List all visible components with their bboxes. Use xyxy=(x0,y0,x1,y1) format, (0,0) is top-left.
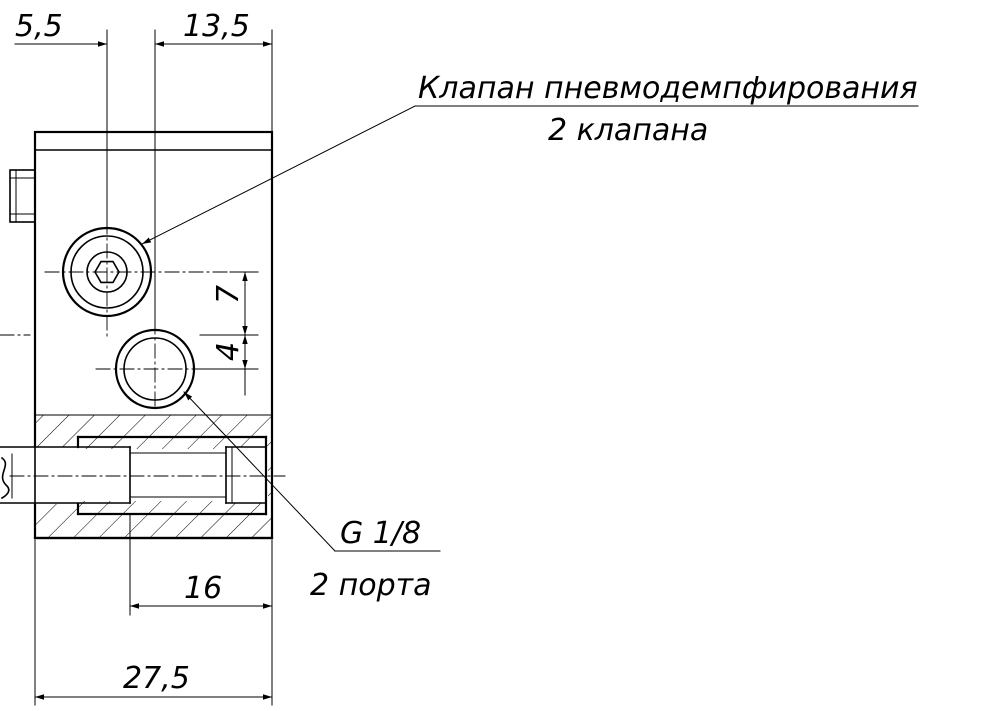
dimension-vertical-upper: 7 xyxy=(211,285,246,304)
dimension-top-left: 5,5 xyxy=(15,9,63,44)
port-callout-title: G 1/8 xyxy=(340,516,421,551)
dimension-top-right: 13,5 xyxy=(183,9,250,44)
leader-lines xyxy=(141,105,919,552)
dimension-lines xyxy=(14,41,273,700)
left-fitting xyxy=(9,169,36,223)
valve-callout-title: Клапан пневмодемпфирования xyxy=(418,71,918,106)
port-callout-subtitle: 2 порта xyxy=(310,568,432,603)
section-hatching xyxy=(0,415,272,538)
valve-callout-subtitle: 2 клапана xyxy=(548,113,708,148)
section-outline xyxy=(0,414,274,540)
dimension-vertical-lower: 4 xyxy=(211,342,246,361)
dimension-bottom-overall: 27,5 xyxy=(123,661,190,696)
dimension-bottom-inner: 16 xyxy=(184,571,222,606)
